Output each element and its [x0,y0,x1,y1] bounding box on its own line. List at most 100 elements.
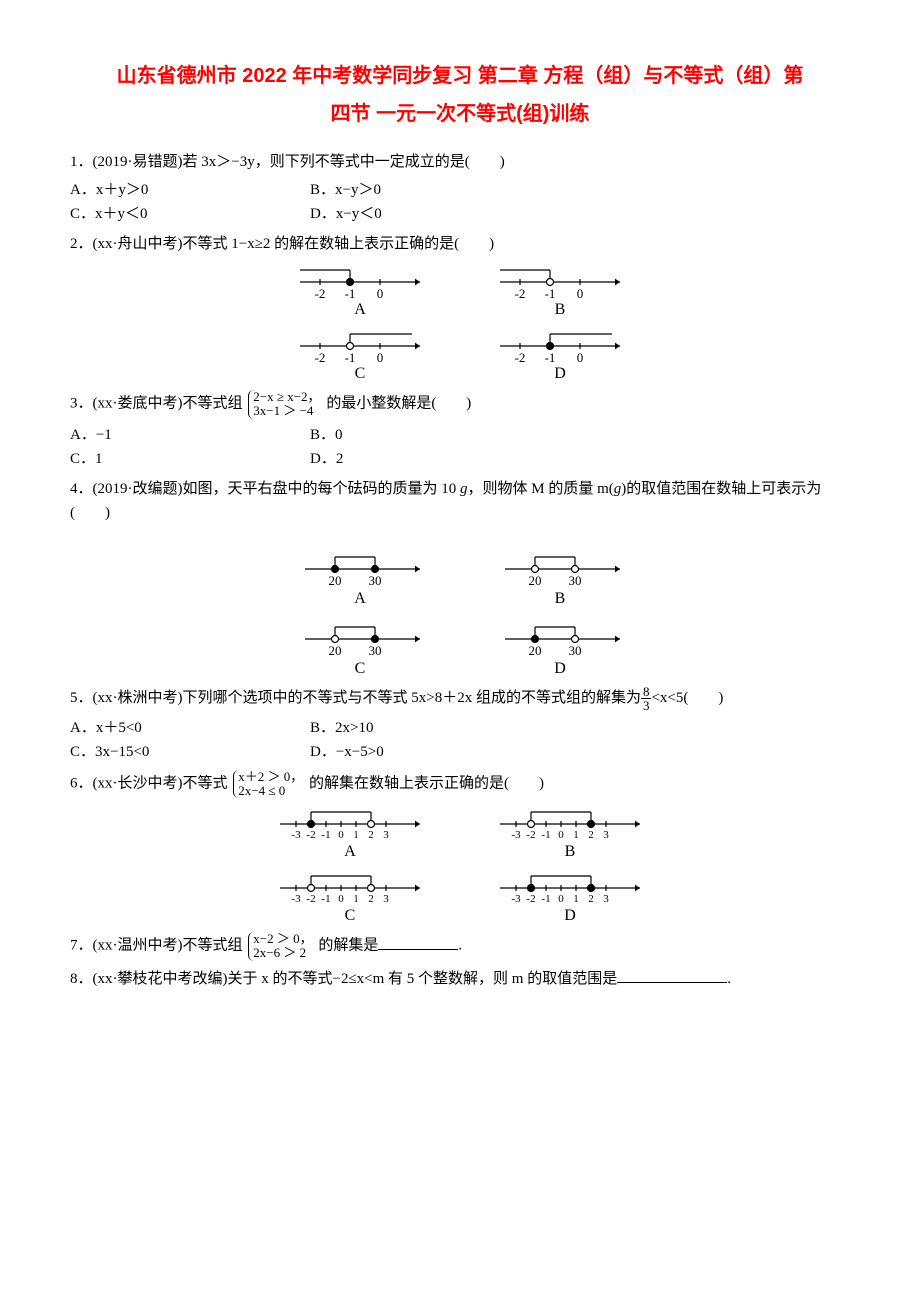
svg-text:30: 30 [369,573,382,588]
svg-text:C: C [355,660,366,675]
q1-opt-a: A．x＋y＞0 [70,178,310,202]
q7-pre: 7．(xx·温州中考)不等式组 [70,938,243,954]
q5-opt-a: A．x＋5<0 [70,716,310,740]
svg-text:B: B [555,590,566,605]
q6-fig-A: -3-2-10123A [270,804,430,862]
svg-text:1: 1 [353,893,359,905]
q3-options-2: C．1 D．2 [70,447,850,471]
svg-text:-2: -2 [306,829,315,841]
q1-opt-b: B．x−y＞0 [310,178,550,202]
q4-fig-B: 20 30B [490,545,630,609]
svg-text:3: 3 [603,829,609,841]
svg-text:B: B [555,301,566,316]
q5-options-2: C．3x−15<0 D．−x−5>0 [70,740,850,764]
svg-text:-3: -3 [291,893,301,905]
q2-figures: -2-10A -2-10B -2-10C -2-10D [70,262,850,384]
svg-text:2: 2 [588,829,594,841]
svg-text:30: 30 [569,643,582,658]
q5-opt-d: D．−x−5>0 [310,740,550,764]
svg-text:-2: -2 [315,286,326,301]
svg-text:-1: -1 [321,893,330,905]
q6-fig-B: -3-2-10123B [490,804,650,862]
svg-text:-3: -3 [511,829,521,841]
q4-fig-A: 20 30A [290,545,430,609]
q5-opt-c: C．3x−15<0 [70,740,310,764]
svg-text:0: 0 [558,893,564,905]
svg-text:3: 3 [383,893,389,905]
svg-text:-1: -1 [545,350,556,365]
q2-fig-B: -2-10B [490,262,630,320]
svg-text:D: D [554,660,566,675]
q5-post: <x<5( ) [651,690,723,706]
q8-blank [617,967,727,983]
svg-text:0: 0 [377,286,384,301]
svg-text:B: B [565,843,576,858]
q1-options: A．x＋y＞0 B．x−y＞0 [70,178,850,202]
svg-text:-2: -2 [526,893,535,905]
svg-text:3: 3 [383,829,389,841]
q6-figures: -3-2-10123A -3-2-10123B -3-2-10123C -3-2… [70,804,850,926]
svg-text:2: 2 [588,893,594,905]
q5-options: A．x＋5<0 B．2x>10 [70,716,850,740]
q4-fig-C: 2030C [290,615,430,679]
svg-text:2: 2 [368,829,374,841]
svg-text:30: 30 [369,643,382,658]
svg-text:-2: -2 [515,350,526,365]
svg-text:0: 0 [558,829,564,841]
svg-text:-1: -1 [321,829,330,841]
question-3: 3．(xx·娄底中考)不等式组 2−x ≥ x−2， 3x−1 ＞ −4 的最小… [70,390,850,419]
q8-post: . [727,971,731,987]
svg-text:A: A [354,590,366,605]
svg-text:20: 20 [329,573,342,588]
svg-text:0: 0 [577,350,584,365]
q6-fig-C: -3 -2 -1 0123 C [270,868,430,926]
q5-frac-n: 8 [641,685,652,699]
q3-sys-top: 2−x ≥ x−2， [253,389,320,404]
question-5: 5．(xx·株洲中考)下列哪个选项中的不等式与不等式 5x>8＋2x 组成的不等… [70,685,850,712]
q3-opt-a: A．−1 [70,423,310,447]
q2-fig-A: -2-10A [290,262,430,320]
question-8: 8．(xx·攀枝花中考改编)关于 x 的不等式−2≤x<m 有 5 个整数解，则… [70,967,850,991]
q3-pre: 3．(xx·娄底中考)不等式组 [70,396,243,412]
svg-text:20: 20 [529,573,542,588]
svg-text:C: C [355,365,366,380]
q4-g1: g [460,481,468,497]
svg-text:C: C [345,907,356,922]
svg-text:-3: -3 [511,893,521,905]
q3-system: 2−x ≥ x−2， 3x−1 ＞ −4 [248,390,320,419]
svg-text:0: 0 [338,893,344,905]
q6-system: x＋2 ＞ 0， 2x−4 ≤ 0 [233,770,303,799]
page-title-line1: 山东省德州市 2022 年中考数学同步复习 第二章 方程（组）与不等式（组）第 [70,60,850,92]
svg-text:-1: -1 [541,893,550,905]
svg-text:-3: -3 [291,829,301,841]
svg-text:0: 0 [577,286,584,301]
q8-text: 8．(xx·攀枝花中考改编)关于 x 的不等式−2≤x<m 有 5 个整数解，则… [70,971,617,987]
q6-fig-D: -3-2-10123D [490,868,650,926]
svg-text:3: 3 [603,893,609,905]
svg-text:-2: -2 [526,829,535,841]
svg-text:-1: -1 [545,286,556,301]
question-7: 7．(xx·温州中考)不等式组 x−2 ＞ 0， 2x−6 ＞ 2 的解集是. [70,932,850,961]
question-1: 1．(2019·易错题)若 3x＞−3y，则下列不等式中一定成立的是( ) [70,150,850,174]
svg-text:1: 1 [573,829,579,841]
q3-opt-d: D．2 [310,447,550,471]
q1-opt-d: D．x−y＜0 [310,202,550,226]
svg-text:0: 0 [377,350,384,365]
q5-frac: 83 [641,685,652,712]
q5-pre: 5．(xx·株洲中考)下列哪个选项中的不等式与不等式 5x>8＋2x 组成的不等… [70,690,641,706]
svg-text:0: 0 [338,829,344,841]
q6-post: 的解集在数轴上表示正确的是( ) [309,775,544,791]
svg-text:A: A [354,301,366,316]
q3-options: A．−1 B．0 [70,423,850,447]
q4-text1: 4．(2019·改编题)如图，天平右盘中的每个砝码的质量为 10 [70,481,460,497]
svg-text:30: 30 [569,573,582,588]
q7-post: 的解集是 [318,938,378,954]
svg-text:A: A [344,843,356,858]
svg-text:-2: -2 [306,893,315,905]
q7-blank [378,934,458,950]
q6-pre: 6．(xx·长沙中考)不等式 [70,775,228,791]
q6-sys-top: x＋2 ＞ 0， [238,769,303,784]
svg-text:2: 2 [368,893,374,905]
q3-opt-b: B．0 [310,423,550,447]
svg-text:-2: -2 [315,350,326,365]
